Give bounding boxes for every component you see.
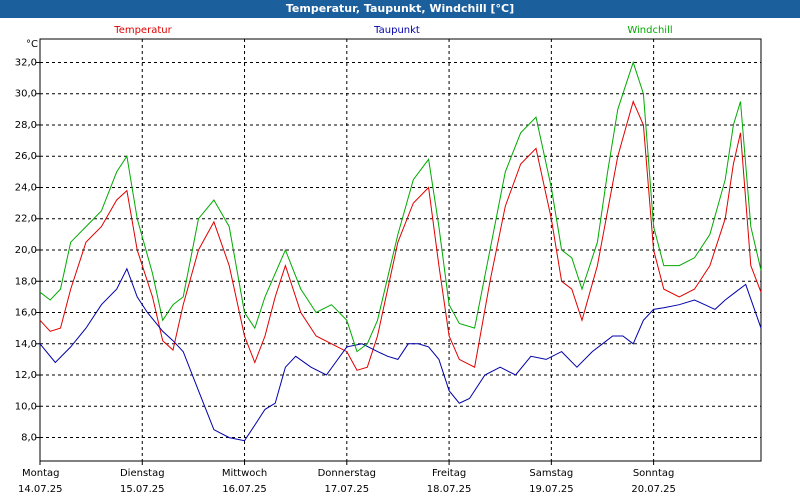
day-name-label: Sonntag — [633, 468, 675, 479]
legend-entry: Taupunkt — [373, 25, 420, 36]
legend-entry: Windchill — [627, 25, 672, 36]
series-line-taupunkt — [39, 267, 762, 442]
y-tick-label: 28,0 — [15, 120, 37, 131]
line-chart: 8,0 10,0 12,0 14,0 16,0 18,0 20,0 22,0 24,0 26,0 2… — [15, 25, 762, 495]
day-name-label: Mittwoch — [222, 468, 267, 479]
series-line-windchill — [39, 60, 762, 353]
day-date-label: 16.07.25 — [222, 484, 267, 495]
day-name-label: Montag — [22, 468, 59, 479]
legend-entry: Temperatur — [113, 25, 172, 36]
grid — [39, 38, 762, 462]
day-date-label: 19.07.25 — [529, 484, 574, 495]
day-date-label: 17.07.25 — [325, 484, 370, 495]
day-name-label: Samstag — [529, 468, 573, 479]
day-name-label: Donnerstag — [318, 468, 376, 479]
day-name-label: Dienstag — [120, 468, 165, 479]
y-tick-label: 20,0 — [15, 245, 37, 256]
y-tick-label: 26,0 — [15, 151, 37, 162]
day-name-label: Freitag — [432, 468, 466, 479]
legend: Temperatur Taupunkt Windchill — [113, 25, 672, 36]
series-lines — [39, 60, 762, 442]
y-tick-label: 30,0 — [15, 89, 37, 100]
day-date-label: 18.07.25 — [427, 484, 472, 495]
y-tick-label: 16,0 — [15, 308, 37, 319]
y-tick-label: 12,0 — [15, 370, 37, 381]
day-date-label: 14.07.25 — [18, 484, 63, 495]
series-line-temperatur — [39, 100, 762, 371]
y-tick-label: 10,0 — [15, 401, 37, 412]
y-tick-label: 32,0 — [15, 57, 37, 68]
y-tick-label: 24,0 — [15, 182, 37, 193]
y-axis-unit: °C — [26, 39, 38, 50]
y-tick-label: 22,0 — [15, 214, 37, 225]
day-date-label: 20.07.25 — [631, 484, 676, 495]
chart-title: Temperatur, Taupunkt, Windchill [°C] — [0, 0, 800, 18]
y-tick-label: 14,0 — [15, 339, 37, 350]
day-date-label: 15.07.25 — [120, 484, 165, 495]
y-tick-label: 8,0 — [21, 433, 37, 444]
x-axis-day-labels: Montag 14.07.25 Dienstag 15.07.25 Mittwoch 16… — [18, 461, 676, 495]
y-tick-label: 18,0 — [15, 276, 37, 287]
y-axis-ticks: 8,0 10,0 12,0 14,0 16,0 18,0 20,0 22,0 24,0 26,0 2… — [15, 57, 40, 444]
